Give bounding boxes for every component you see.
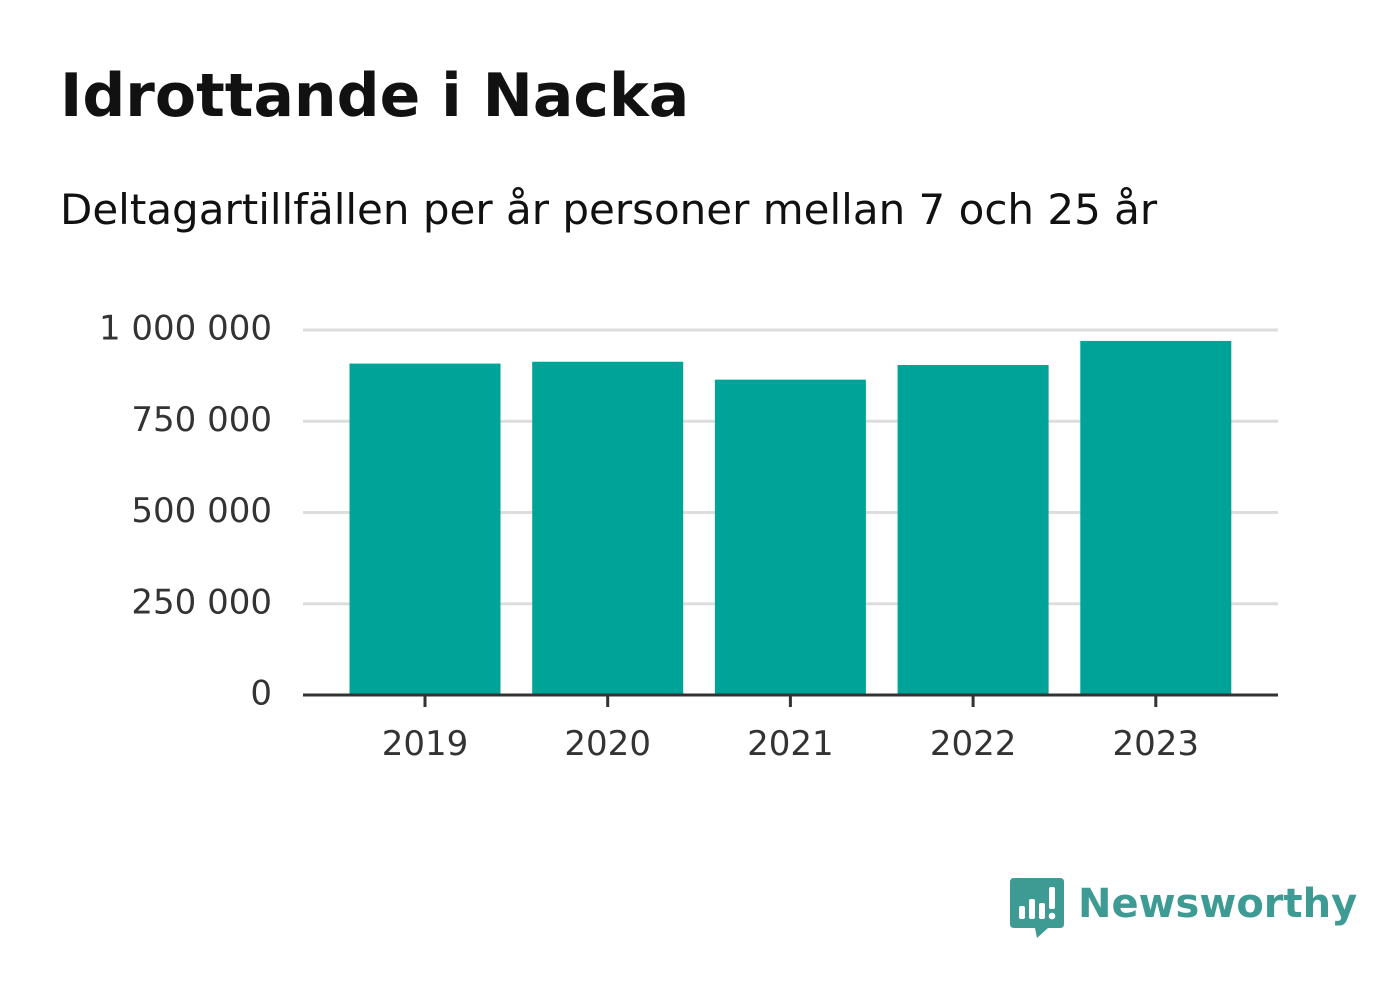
bar-2020 [532,361,684,695]
x-tick-label: 2019 [382,724,469,764]
newsworthy-brand: Newsworthy [1010,878,1357,942]
bars [349,340,1232,695]
bar-2023 [1080,340,1232,695]
y-tick-label: 750 000 [131,400,272,440]
bar-2022 [897,365,1049,695]
bar-2021 [714,379,866,695]
y-tick-label: 250 000 [131,582,272,622]
bar-2019 [349,363,501,695]
chart-title: Idrottande i Nacka [60,61,690,131]
y-tick-label: 1 000 000 [99,309,272,349]
x-axis-tick-labels: 2019 2020 2021 2022 2023 [382,724,1199,764]
x-axis [303,693,1278,707]
x-tick-label: 2020 [564,724,651,764]
y-axis-tick-labels: 0 250 000 500 000 750 000 1 000 000 [99,309,272,714]
y-tick-label: 0 [250,674,272,714]
brand-name: Newsworthy [1078,881,1358,927]
x-tick-label: 2022 [930,724,1017,764]
chart-subtitle: Deltagartillfällen per år personer mella… [60,185,1158,234]
y-tick-label: 500 000 [131,491,272,531]
newsworthy-chart-bubble-icon [1010,878,1064,938]
x-tick-label: 2021 [747,724,834,764]
x-tick-label: 2023 [1113,724,1200,764]
